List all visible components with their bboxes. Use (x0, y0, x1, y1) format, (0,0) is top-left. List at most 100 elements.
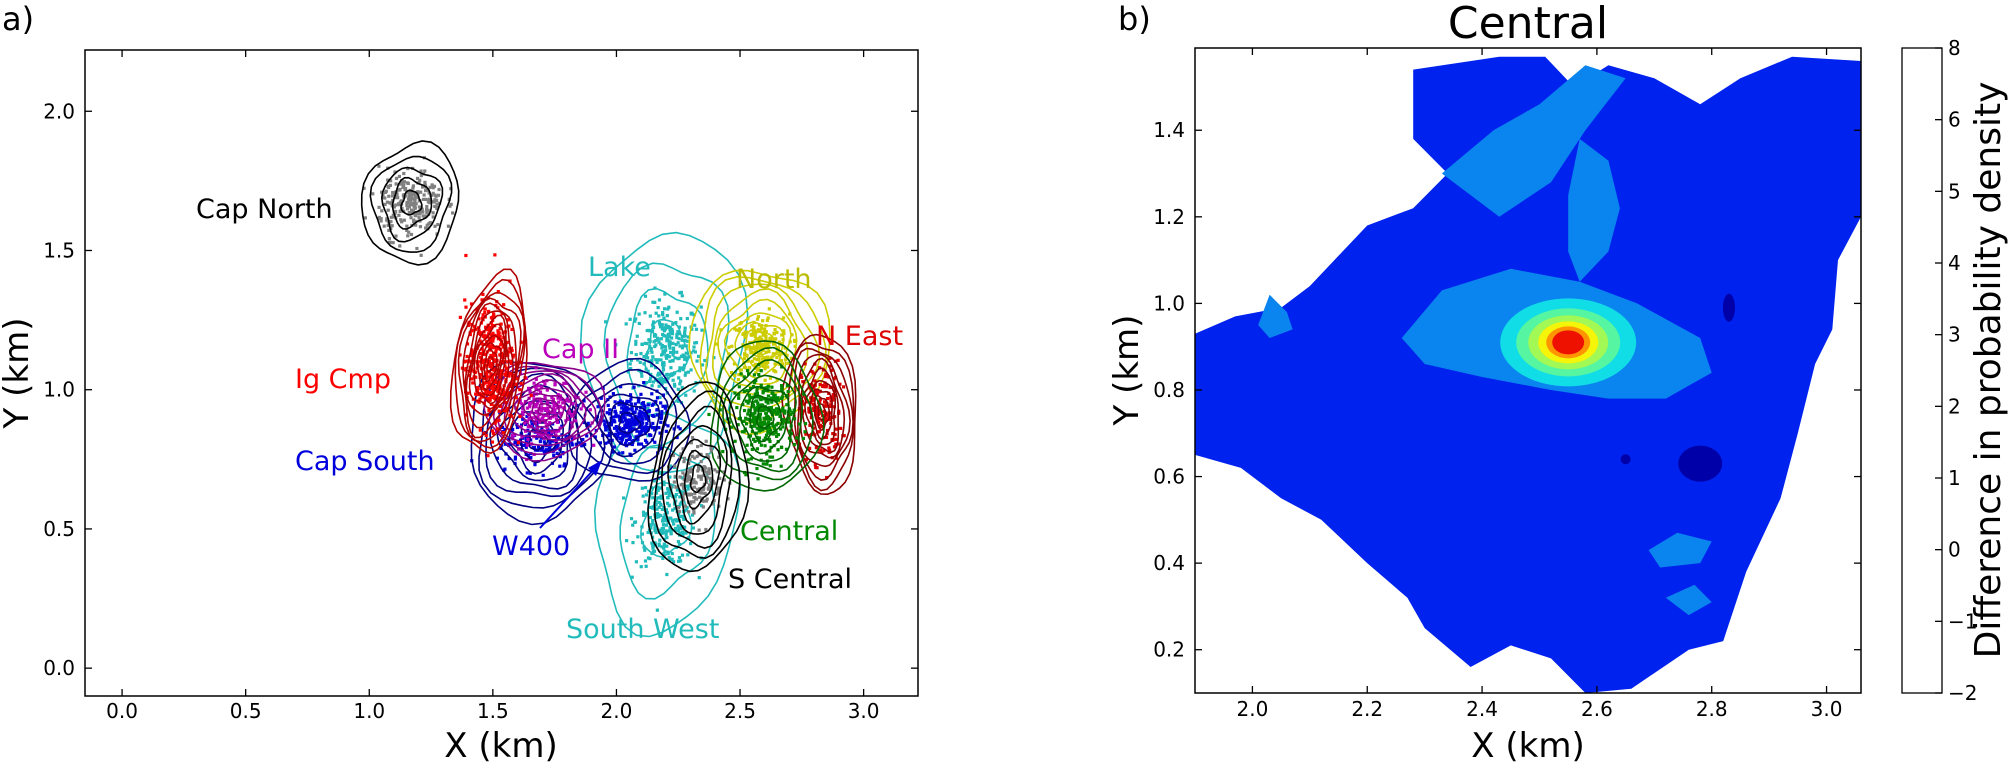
cluster-point (613, 420, 617, 424)
cluster-point (544, 448, 549, 452)
cluster-point (733, 373, 737, 378)
label-cap-ii: Cap II (542, 334, 619, 365)
cluster-point (484, 433, 488, 438)
cluster-point (419, 174, 423, 178)
cluster-point (638, 409, 642, 413)
cluster-point (551, 410, 555, 414)
cluster-point (677, 376, 681, 380)
cluster-point (667, 344, 672, 348)
cluster-point (685, 479, 689, 483)
cluster-central (707, 340, 825, 492)
cluster-point (398, 182, 403, 186)
cluster-point (637, 397, 641, 402)
cluster-point (552, 453, 556, 458)
cluster-point (771, 410, 775, 415)
cluster-point (493, 386, 497, 390)
cluster-point (614, 414, 618, 419)
cluster-contour (537, 403, 554, 416)
cluster-point (759, 351, 763, 356)
cluster-point (648, 376, 653, 380)
cluster-point (805, 400, 809, 404)
panel-b-marks (1195, 56, 1861, 693)
cluster-point (783, 409, 787, 413)
cluster-point (677, 325, 681, 329)
cluster-point (661, 393, 666, 397)
panel-a-xtick-label: 1.0 (353, 699, 385, 723)
cluster-point (657, 358, 661, 362)
cluster-point (699, 305, 703, 309)
cluster-point (692, 349, 696, 353)
cluster-point (431, 211, 435, 215)
cluster-point (747, 399, 751, 403)
cluster-point (400, 179, 404, 183)
cluster-point (499, 446, 503, 451)
cluster-point (699, 477, 703, 481)
cluster-point (767, 307, 771, 311)
cluster-point (752, 326, 756, 330)
cluster-point (755, 416, 759, 420)
cluster-point (574, 442, 578, 446)
cluster-point (405, 203, 409, 208)
cluster-point (528, 404, 532, 408)
cluster-point (683, 334, 687, 338)
cluster-point (789, 412, 793, 416)
cluster-point (417, 216, 421, 220)
cluster-point (697, 528, 701, 532)
cluster-point (701, 499, 706, 503)
cluster-point (493, 378, 497, 383)
cluster-point (634, 339, 638, 343)
cluster-point (816, 418, 820, 422)
cluster-point (424, 197, 428, 202)
cluster-point (557, 400, 561, 404)
cluster-point (524, 445, 528, 449)
cluster-point (693, 350, 698, 354)
panel-b-xtick-label: 2.2 (1351, 697, 1383, 721)
cluster-point (393, 211, 397, 216)
cluster-point (592, 443, 596, 447)
cluster-point (761, 319, 765, 323)
cluster-point (630, 416, 634, 420)
cluster-point (755, 405, 760, 410)
cluster-point (425, 211, 429, 215)
cluster-point (397, 174, 401, 179)
cluster-point (676, 524, 680, 528)
cluster-contour (465, 310, 514, 416)
cluster-point (573, 419, 578, 423)
cluster-point (469, 302, 474, 306)
cluster-point (423, 169, 427, 173)
cluster-point (668, 528, 672, 532)
cluster-point (781, 406, 785, 410)
cluster-point (756, 315, 761, 319)
cluster-point (646, 489, 651, 493)
cluster-point (412, 220, 417, 224)
cluster-point (629, 517, 634, 521)
cluster-point (699, 459, 703, 464)
cluster-point (659, 420, 663, 424)
cluster-point (655, 527, 659, 531)
cluster-point (774, 423, 778, 427)
cluster-point (485, 342, 489, 347)
cluster-point (546, 431, 550, 435)
cluster-point (670, 329, 675, 333)
cluster-point (683, 373, 687, 377)
cluster-point (766, 316, 770, 320)
cluster-contour (483, 348, 498, 383)
cluster-point (604, 428, 608, 432)
colorbar-tick-label: 0 (1948, 538, 1961, 562)
cluster-point (652, 340, 656, 344)
cluster-point (764, 386, 769, 390)
cluster-point (535, 401, 540, 405)
cluster-point (771, 391, 775, 396)
cluster-point (631, 422, 635, 426)
level-band--2 (1620, 454, 1631, 465)
cluster-point (748, 347, 752, 351)
cluster-point (824, 372, 828, 376)
cluster-point (824, 435, 829, 439)
cluster-point (669, 516, 673, 520)
cluster-point (641, 417, 645, 421)
cluster-point (639, 442, 644, 446)
cluster-point (397, 203, 401, 207)
cluster-point (677, 559, 681, 563)
cluster-contour (675, 438, 722, 525)
cluster-point (513, 455, 518, 459)
